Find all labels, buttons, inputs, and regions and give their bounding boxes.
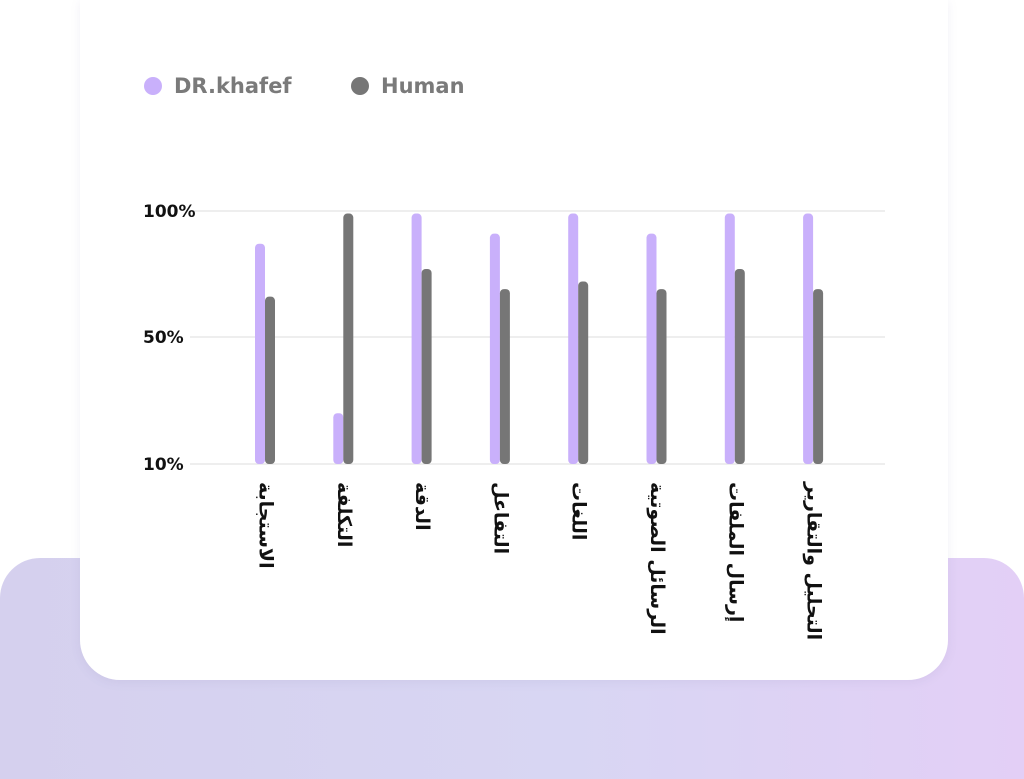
bar-drkhafef xyxy=(489,233,500,464)
bar-human xyxy=(265,296,275,464)
legend-item-human: Human xyxy=(351,74,465,98)
bar-drkhafef xyxy=(724,213,735,464)
bar-drkhafef xyxy=(255,243,265,464)
bar-drkhafef xyxy=(646,233,657,464)
y-tick-label: 100% xyxy=(143,202,196,222)
bar-drkhafef xyxy=(568,213,579,464)
legend-label-drkhafef: DR.khafef xyxy=(174,74,292,98)
bar-human xyxy=(578,281,589,464)
x-tick-label: الرسائل الصوتية xyxy=(646,482,668,635)
legend-dot-human xyxy=(351,77,369,95)
bar-drkhafef xyxy=(333,413,344,464)
x-tick-label: التحليل والتقارير xyxy=(803,481,825,640)
bar-drkhafef xyxy=(411,213,422,464)
bar-human xyxy=(734,268,745,464)
x-tick-label: الدقة xyxy=(411,482,433,531)
x-tick-label: التفاعل xyxy=(489,482,511,554)
legend-dot-drkhafef xyxy=(144,77,162,95)
y-tick-label: 50% xyxy=(143,328,184,348)
bar-human xyxy=(656,289,667,464)
y-tick-label: 10% xyxy=(143,455,184,475)
legend-item-drkhafef: DR.khafef xyxy=(144,74,292,98)
x-tick-label: الاستجابة xyxy=(255,482,277,569)
bar-drkhafef xyxy=(803,213,814,464)
legend-label-human: Human xyxy=(381,74,465,98)
bar-human xyxy=(421,268,432,464)
bar-human xyxy=(499,289,510,464)
bar-human xyxy=(813,289,824,464)
x-tick-label: التكلفة xyxy=(333,482,355,547)
bar-human xyxy=(343,213,354,464)
x-tick-label: اللغات xyxy=(568,482,590,540)
x-tick-label: إرسال الملفات xyxy=(724,482,746,622)
